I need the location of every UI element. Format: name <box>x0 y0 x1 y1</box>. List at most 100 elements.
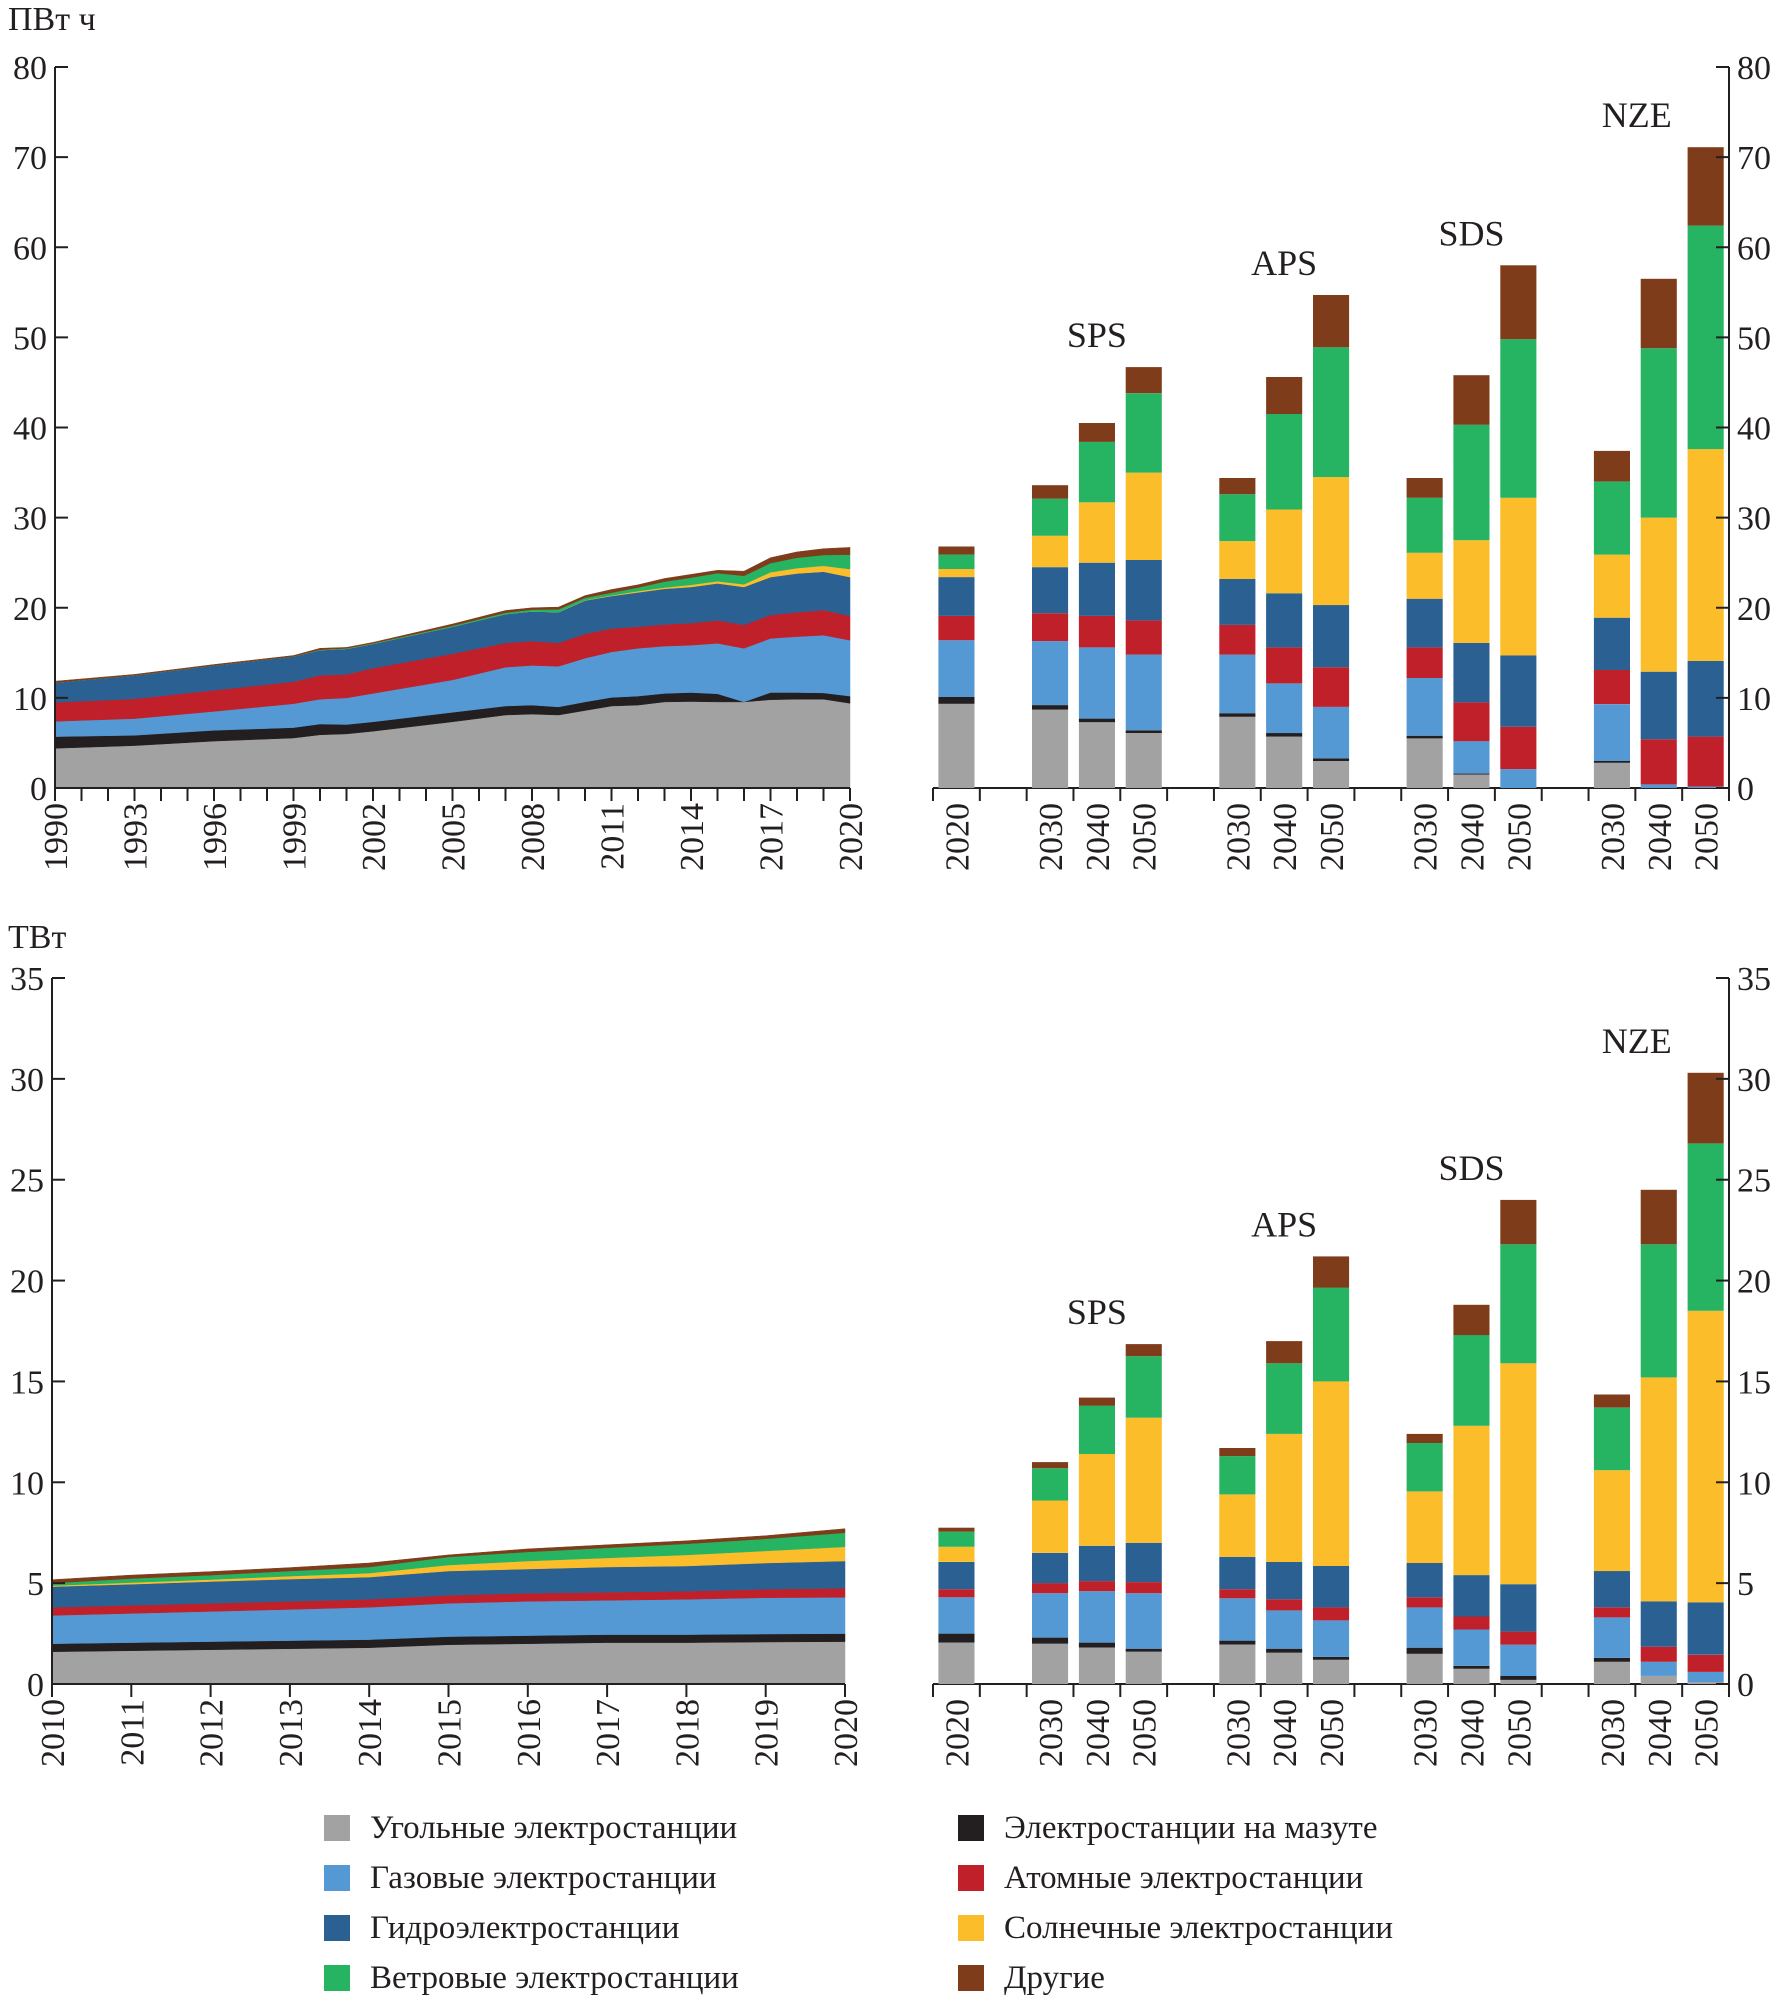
bar-segment-gas <box>1032 1593 1069 1638</box>
bar-segment-oil <box>1593 1657 1630 1662</box>
bar-segment-coal <box>1219 716 1256 788</box>
bar-segment-solar <box>1313 1381 1350 1566</box>
bar-segment-wind <box>1406 1443 1443 1492</box>
area-x-tick-label: 2010 <box>35 1699 72 1767</box>
area-x-tick-label: 2017 <box>590 1699 627 1767</box>
bar-segment-hydro <box>938 1562 975 1590</box>
bar-segment-solar <box>1593 1470 1630 1572</box>
bar-x-tick-label: 2040 <box>1267 1699 1304 1767</box>
bar-segment-oil <box>1406 1647 1443 1654</box>
bar-segment-wind <box>1453 1335 1490 1426</box>
right-y-tick-label: 80 <box>1737 50 1771 87</box>
bar-x-tick-label: 2030 <box>1033 803 1070 871</box>
bar-segment-coal <box>1313 761 1350 788</box>
bar-segment-nuclear <box>1406 647 1443 678</box>
scenario-label-nze: NZE <box>1602 1021 1672 1061</box>
bar-segment-coal <box>1406 1653 1443 1684</box>
left-y-tick-label: 10 <box>10 1465 44 1502</box>
area-x-tick-label: 1990 <box>38 803 75 871</box>
bar-segment-gas <box>1687 1671 1724 1682</box>
bar-segment-other <box>1593 450 1630 482</box>
bar-segment-solar <box>1687 449 1724 661</box>
bar-segment-solar <box>1266 1433 1303 1562</box>
bar-segment-solar <box>1640 1377 1677 1602</box>
area-x-tick-label: 2017 <box>754 803 791 871</box>
bar-x-tick-label: 2030 <box>1408 803 1445 871</box>
bar-x-tick-label: 2030 <box>1220 803 1257 871</box>
left-y-tick-label: 20 <box>13 591 47 628</box>
bar-segment-gas <box>1219 1598 1256 1641</box>
bar-segment-oil <box>1219 1640 1256 1645</box>
bar-segment-coal <box>1640 1675 1677 1684</box>
bar-segment-other <box>1219 478 1256 495</box>
bar-x-tick-label: 2050 <box>1501 1699 1538 1767</box>
bar-segment-nuclear <box>1453 702 1490 742</box>
bar-segment-nuclear <box>1500 726 1537 770</box>
bar-segment-other <box>1219 1448 1256 1457</box>
bar-segment-other <box>1266 377 1303 414</box>
bar-segment-nuclear <box>1266 1599 1303 1611</box>
bar-segment-solar <box>1453 1425 1490 1576</box>
right-y-tick-label: 0 <box>1737 771 1754 808</box>
right-y-tick-label: 35 <box>1737 961 1771 998</box>
bar-segment-other <box>1032 485 1069 499</box>
bar-segment-wind <box>1219 494 1256 542</box>
bar-segment-other <box>1500 1199 1537 1245</box>
right-y-tick-label: 15 <box>1737 1364 1771 1401</box>
bar-segment-nuclear <box>938 1589 975 1598</box>
left-y-tick-label: 0 <box>27 1667 44 1704</box>
bar-segment-gas <box>1406 1607 1443 1648</box>
bar-segment-coal <box>1593 1661 1630 1684</box>
bar-segment-oil <box>1125 1648 1162 1652</box>
bar-segment-coal <box>1078 722 1115 788</box>
bar-segment-wind <box>1266 1363 1303 1434</box>
right-y-tick-label: 10 <box>1737 681 1771 718</box>
bar-x-tick-label: 2040 <box>1642 1699 1679 1767</box>
area-x-tick-label: 2005 <box>436 803 473 871</box>
bar-x-tick-label: 2020 <box>939 803 976 871</box>
left-y-tick-label: 50 <box>13 320 47 357</box>
y-axis-unit-label: ТВт <box>8 919 66 956</box>
bar-x-tick-label: 2040 <box>1267 803 1304 871</box>
bar-x-tick-label: 2050 <box>1314 1699 1351 1767</box>
left-y-tick-label: 25 <box>10 1163 44 1200</box>
bar-segment-gas <box>1640 784 1677 788</box>
bar-segment-solar <box>1406 552 1443 599</box>
bar-segment-gas <box>1406 678 1443 736</box>
bar-segment-solar <box>1406 1491 1443 1563</box>
y-axis-unit-label: ПВт ч <box>8 1 96 38</box>
bar-segment-coal <box>1453 1668 1490 1684</box>
bar-segment-solar <box>938 569 975 578</box>
bar-segment-other <box>1078 423 1115 442</box>
bar-segment-oil <box>1453 1665 1490 1669</box>
right-y-tick-label: 50 <box>1737 320 1771 357</box>
right-y-tick-label: 30 <box>1737 501 1771 538</box>
bar-segment-solar <box>1032 535 1069 568</box>
bar-segment-solar <box>1266 509 1303 594</box>
bar-segment-coal <box>1032 709 1069 788</box>
bar-segment-nuclear <box>1500 1631 1537 1645</box>
bar-segment-solar <box>1593 554 1630 618</box>
bar-segment-solar <box>1500 497 1537 656</box>
area-x-tick-label: 2014 <box>674 803 711 871</box>
area-series-other <box>54 547 851 683</box>
bar-segment-gas <box>1032 641 1069 706</box>
bar-segment-nuclear <box>1032 613 1069 642</box>
left-y-tick-label: 30 <box>10 1062 44 1099</box>
bar-segment-wind <box>1406 497 1443 553</box>
bar-segment-coal <box>1453 774 1490 788</box>
bar-segment-oil <box>938 697 975 704</box>
bar-x-tick-label: 2050 <box>1501 803 1538 871</box>
bar-segment-wind <box>1219 1456 1256 1495</box>
bar-segment-nuclear <box>1266 647 1303 684</box>
bar-segment-oil <box>1032 1637 1069 1644</box>
left-y-tick-label: 60 <box>13 230 47 267</box>
left-y-tick-label: 10 <box>13 681 47 718</box>
right-y-tick-label: 30 <box>1737 1062 1771 1099</box>
bar-segment-coal <box>1032 1643 1069 1684</box>
bar-segment-wind <box>938 1531 975 1547</box>
bar-segment-solar <box>1500 1363 1537 1585</box>
bar-segment-solar <box>1219 541 1256 579</box>
bar-segment-other <box>1078 1397 1115 1406</box>
